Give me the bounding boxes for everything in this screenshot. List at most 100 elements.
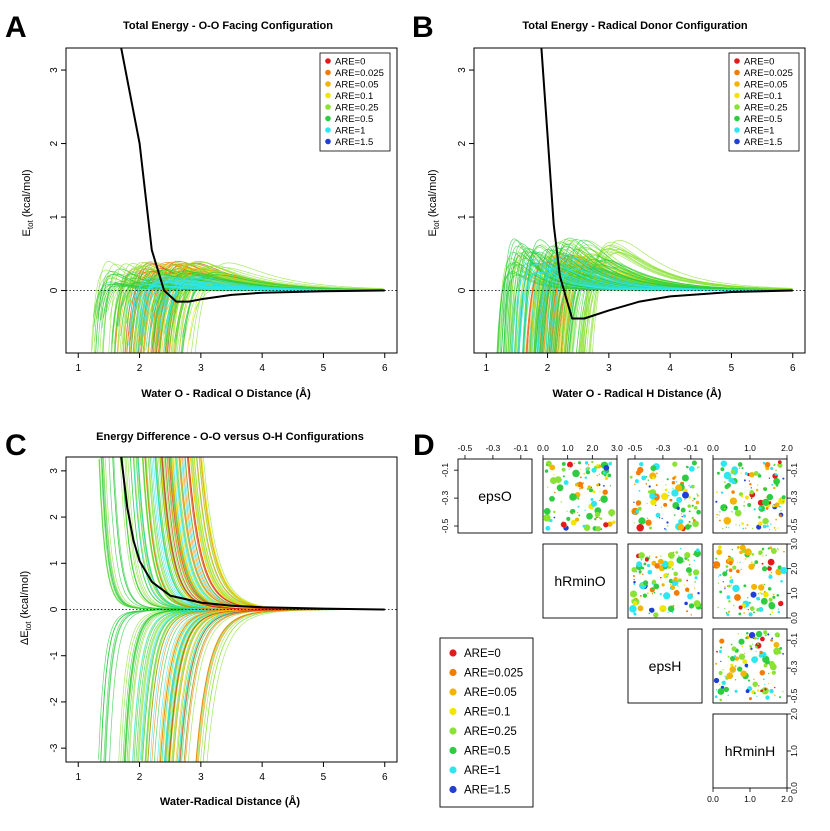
scatter-point [763, 583, 765, 586]
scatter-point [767, 558, 775, 566]
panel-a-title: Total Energy - O-O Facing Configuration [123, 20, 333, 32]
panel-c-axes: 1 2 3 4 5 6 -3 -2 -1 0 1 2 3 [49, 456, 398, 783]
scatter-point [645, 483, 648, 485]
x-tick-label: 2 [137, 772, 143, 783]
scatter-point [745, 527, 747, 529]
y-tick-label: 2 [49, 140, 60, 146]
scatter-point [556, 484, 564, 492]
scatter-point [761, 547, 765, 551]
scatter-point [668, 491, 670, 493]
scatter-point [678, 518, 684, 525]
scatter-point [767, 587, 772, 591]
scatter-point [600, 495, 608, 503]
scatter-point [692, 520, 699, 528]
legend-marker [325, 104, 331, 110]
scatter-point [742, 527, 745, 530]
scatter-point [573, 462, 576, 465]
legend-label: ARE=0.1 [335, 91, 373, 102]
scatter-point [761, 687, 769, 695]
scatter-point [687, 504, 691, 508]
scatter-point [676, 556, 684, 564]
legend-label: ARE=0.025 [335, 68, 384, 79]
scatter-point [650, 465, 657, 472]
scatter-point [719, 519, 721, 522]
scatter-point [769, 688, 774, 694]
scatter-point [728, 610, 731, 613]
scatter-point [770, 523, 772, 525]
scatter-point [741, 645, 744, 648]
scatter-point [578, 514, 581, 517]
scatter-point [763, 630, 768, 635]
scatter-point [762, 517, 769, 525]
scatter-point [748, 563, 755, 570]
scatter-point [655, 512, 661, 518]
difference-curve [175, 457, 384, 610]
panel-b-ylabel-sub: tot [432, 219, 441, 229]
scatter-point [651, 579, 657, 585]
scatter-point [669, 587, 672, 590]
scatter-point [738, 524, 741, 527]
scatter-point [596, 474, 598, 477]
legend-d-label: ARE=0.05 [464, 687, 517, 699]
scatter-point [773, 686, 776, 689]
scatter-point [645, 519, 652, 526]
scatter-point [553, 510, 556, 514]
scatter-point [671, 480, 676, 485]
scatter-point [770, 571, 773, 574]
scatter-point [743, 612, 745, 614]
legend-box [319, 52, 391, 152]
scatter-point [722, 571, 728, 577]
panel-c-title: Energy Difference - O-O versus O-H Confi… [96, 431, 364, 443]
scatter-point [767, 565, 769, 567]
scatter-point [591, 467, 597, 473]
right-tick-label: 3.0 [789, 538, 799, 550]
legend-d-label: ARE=0.25 [464, 726, 517, 738]
legend-d-marker [449, 746, 457, 755]
scatter-point [734, 656, 740, 661]
scatter-point [717, 565, 719, 568]
scatter-point [647, 479, 650, 481]
scatter-point [684, 524, 691, 530]
scatter-point [669, 498, 673, 502]
scatter-point [693, 519, 696, 522]
scatter-point [751, 583, 758, 590]
diagonal-label-hRminO: hRminO [554, 573, 605, 589]
scatter-point [638, 552, 645, 559]
legend-label: ARE=0.25 [335, 103, 379, 114]
scatter-point [675, 551, 679, 554]
scatter-point [717, 582, 720, 584]
scatter-point [744, 652, 746, 655]
scatter-point [718, 683, 721, 686]
scatter-point [718, 649, 723, 654]
difference-curve [183, 609, 383, 762]
scatter-point [782, 690, 784, 693]
scatter-point [773, 527, 776, 529]
diagonal-cell-hRminH [712, 713, 788, 789]
scatter-point [693, 559, 696, 562]
scatter-point [777, 549, 779, 551]
scatter-point [733, 604, 735, 606]
scatter-point [753, 471, 759, 476]
scatter-point [753, 678, 755, 681]
scatter-point [604, 476, 609, 481]
scatter-point [732, 584, 740, 593]
scatter-point [734, 655, 737, 658]
legend-d-marker [449, 688, 457, 696]
scatter-point [758, 472, 760, 475]
legend-d-marker [449, 668, 457, 677]
scatter-point [729, 475, 731, 478]
scatter-point [666, 478, 669, 481]
scatter-point [748, 601, 751, 604]
scatter-point [729, 655, 736, 662]
difference-curve [102, 457, 385, 610]
scatter-point [692, 500, 694, 502]
legend-d-marker [449, 766, 457, 774]
scatter-point [661, 492, 669, 500]
scatter-point [639, 461, 644, 467]
scatter-point [648, 485, 651, 488]
scatter-point [724, 507, 726, 510]
scatter-point [638, 570, 642, 574]
scatter-point [686, 610, 689, 613]
scatter-point [676, 496, 683, 503]
scatter-point [649, 607, 655, 613]
